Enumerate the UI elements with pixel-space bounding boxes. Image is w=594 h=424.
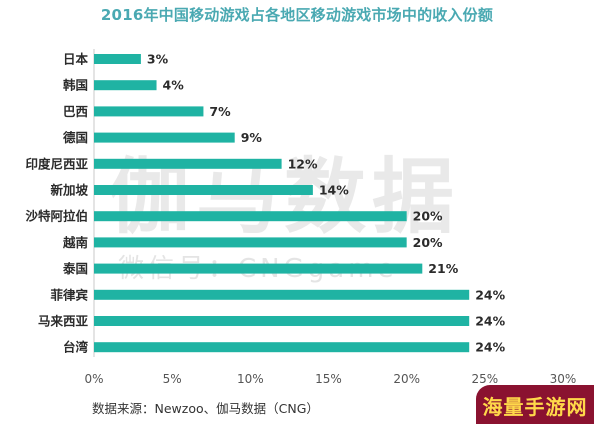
bar xyxy=(94,158,282,169)
category-label: 越南 xyxy=(62,235,89,250)
category-label: 新加坡 xyxy=(50,183,88,198)
category-label: 马来西亚 xyxy=(38,314,89,329)
category-label: 菲律宾 xyxy=(50,287,88,302)
chart-source-note: 数据来源：Newzoo、伽马数据（CNG） xyxy=(92,401,319,416)
category-label: 日本 xyxy=(63,52,89,67)
bar xyxy=(94,106,204,117)
bar xyxy=(94,54,141,64)
bar xyxy=(94,132,235,143)
chart-title: 2016年中国移动游戏占各地区移动游戏市场中的收入份额 xyxy=(100,6,494,24)
data-label: 9% xyxy=(241,130,263,145)
data-label: 24% xyxy=(475,314,505,329)
data-label: 4% xyxy=(163,78,185,93)
data-label: 21% xyxy=(428,261,458,276)
data-label: 3% xyxy=(147,52,169,67)
x-tick-label: 5% xyxy=(163,372,182,386)
data-label: 12% xyxy=(288,156,318,171)
x-tick-label: 30% xyxy=(550,372,577,386)
x-tick-label: 10% xyxy=(237,372,264,386)
x-tick-label: 20% xyxy=(393,372,420,386)
category-label: 巴西 xyxy=(63,104,88,119)
site-badge[interactable]: 海量手游网 xyxy=(476,385,594,424)
bar xyxy=(94,211,407,222)
x-tick-label: 25% xyxy=(471,372,498,386)
x-tick-label: 0% xyxy=(84,372,103,386)
category-label: 印度尼西亚 xyxy=(25,156,88,171)
site-badge-label: 海量手游网 xyxy=(482,395,588,419)
category-label: 韩国 xyxy=(63,78,88,93)
data-label: 7% xyxy=(209,104,231,119)
data-label: 24% xyxy=(475,340,505,355)
category-label: 沙特阿拉伯 xyxy=(25,209,88,224)
category-label: 德国 xyxy=(63,130,88,145)
bar xyxy=(94,342,470,353)
bar xyxy=(94,80,157,91)
category-label: 泰国 xyxy=(62,261,88,276)
data-label: 20% xyxy=(413,209,443,224)
bar xyxy=(94,185,313,195)
x-tick-label: 15% xyxy=(315,372,342,386)
bar xyxy=(94,289,470,300)
bar xyxy=(94,316,470,326)
category-label: 台湾 xyxy=(63,340,89,355)
data-label: 14% xyxy=(319,183,349,198)
data-label: 20% xyxy=(413,235,443,250)
data-label: 24% xyxy=(475,287,505,302)
bar xyxy=(94,263,423,274)
bar xyxy=(94,237,407,248)
